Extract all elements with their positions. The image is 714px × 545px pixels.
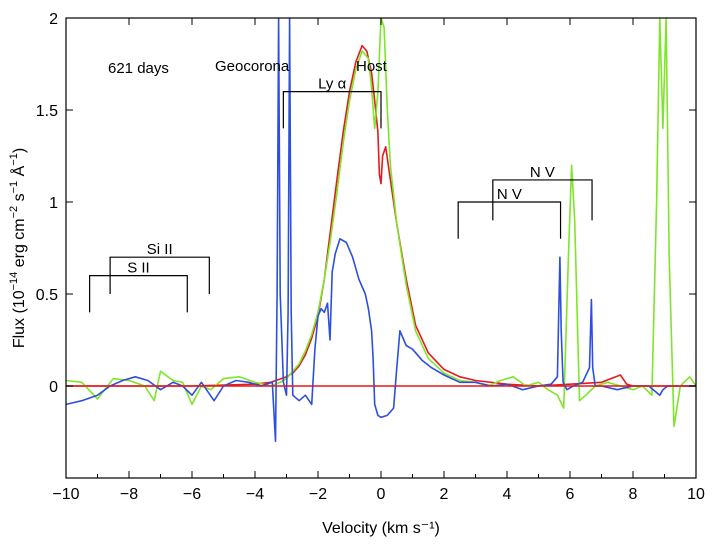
- y-tick-label: 0: [49, 379, 58, 396]
- line-id-label: N V: [530, 164, 555, 181]
- line-id-label: N V: [497, 186, 522, 203]
- plot-series-area: [66, 18, 696, 442]
- x-axis-label: Velocity (km s⁻¹): [322, 520, 440, 537]
- host-label: Host: [356, 58, 388, 75]
- ticks-layer: −10 −8 −6 −4 −2 0 2 4 6 8 10 0 0.5 1 1.5 2: [36, 11, 705, 503]
- series-line-blue: [66, 18, 696, 442]
- geocorona-label: Geocorona: [215, 58, 290, 75]
- line-id-bracket: [457, 201, 562, 239]
- x-tick-label: −8: [120, 486, 138, 503]
- x-tick-label: 2: [440, 486, 449, 503]
- y-tick-label: 1: [49, 195, 58, 212]
- x-tick-label: 6: [566, 486, 575, 503]
- x-tick-label: 8: [629, 486, 638, 503]
- line-id-bracket: [282, 91, 382, 129]
- line-id-label: Ly α: [318, 76, 346, 93]
- y-tick-label: 2: [49, 11, 58, 28]
- x-tick-label: 0: [377, 486, 386, 503]
- line-id-label: Si II: [147, 241, 173, 258]
- line-id-label: S II: [127, 260, 150, 277]
- y-axis-label: Flux (10−14 erg cm−2 s−1 Å−1): [8, 148, 28, 348]
- x-tick-label: 10: [687, 486, 705, 503]
- epoch-label: 621 days: [108, 60, 169, 77]
- series-line-green: [66, 18, 696, 428]
- x-tick-label: −6: [183, 486, 201, 503]
- x-tick-label: 4: [503, 486, 512, 503]
- line-id-bracket: [492, 179, 593, 221]
- x-tick-label: −4: [246, 486, 264, 503]
- x-tick-label: −10: [52, 486, 79, 503]
- series-layer: [66, 18, 696, 442]
- y-tick-label: 0.5: [36, 287, 58, 304]
- y-tick-label: 1.5: [36, 103, 58, 120]
- line-id-bracket: [89, 275, 188, 313]
- x-tick-label: −2: [309, 486, 327, 503]
- line-id-brackets: Ly α N V N V Si II S II: [89, 76, 593, 313]
